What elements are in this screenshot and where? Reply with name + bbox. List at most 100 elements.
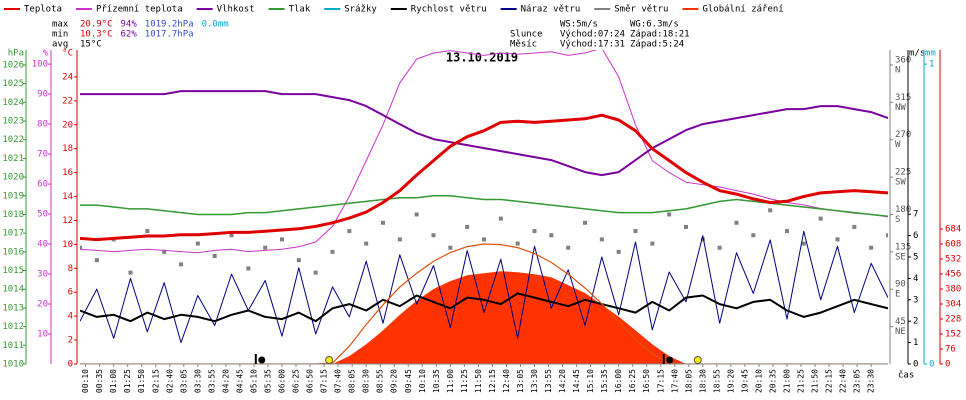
x-tick-label: 00:35 (95, 369, 104, 393)
direction-point (347, 229, 352, 234)
direction-point (330, 249, 335, 254)
y-tick-label: 1010 (2, 360, 24, 370)
y-tick-label: 228 (945, 315, 961, 325)
x-tick-label: 05:35 (263, 369, 272, 393)
direction-point (633, 229, 638, 234)
y-tick-label: 45 (895, 317, 906, 327)
direction-point (566, 245, 571, 250)
direction-point (313, 270, 318, 275)
stat-value: 1017.7hPa (145, 30, 194, 40)
direction-point (498, 216, 503, 221)
direction-point (616, 249, 621, 254)
x-tick-label: 16:50 (642, 369, 651, 393)
y-tick-label: 12 (62, 216, 73, 226)
info-text: WS:5m/s (560, 20, 598, 30)
y-tick-label: 50 (37, 210, 48, 220)
x-tick-label: 08:55 (376, 369, 385, 393)
x-tick-label: 21:00 (783, 369, 792, 393)
x-tick-label: 20:35 (768, 369, 777, 393)
axis-unit: °C (62, 49, 73, 59)
stat-value: 1019.2hPa (145, 20, 194, 30)
stat-value: 10.3°C (80, 30, 113, 40)
direction-point (650, 241, 655, 246)
direction-point (583, 220, 587, 225)
direction-point (179, 262, 183, 267)
x-axis-label: čas (898, 370, 914, 381)
x-tick-label: 18:55 (712, 369, 721, 393)
info-text: Východ:17:31 (560, 40, 625, 50)
x-tick-label: 04:20 (221, 369, 230, 393)
legend-label: Srážky (344, 5, 377, 15)
x-tick-label: 21:50 (811, 369, 820, 393)
y-tick-label: 1014 (2, 285, 24, 295)
radiation-area (80, 271, 888, 364)
y-tick-label: 7 (913, 210, 918, 220)
legend-label: Přízemní teplota (96, 5, 183, 15)
x-tick-label: 15:10 (586, 369, 595, 393)
compass-label: NW (895, 103, 906, 113)
y-tick-label: 456 (945, 270, 961, 280)
y-tick-label: 18 (62, 144, 73, 154)
info-text: Západ:18:21 (630, 30, 690, 40)
x-tick-label: 16:00 (614, 369, 623, 393)
direction-point (397, 237, 402, 242)
stat-value: 0.0mm (202, 20, 229, 30)
y-tick-label: 1026 (2, 60, 24, 70)
series-line (80, 292, 888, 323)
direction-point (94, 258, 99, 263)
series-line (80, 50, 888, 254)
x-tick-label: 17:40 (670, 369, 679, 393)
legend-label: Směr větru (614, 5, 668, 15)
y-tick-label: 90 (37, 90, 48, 100)
x-tick-label: 23:30 (867, 369, 876, 393)
x-tick-label: 00:10 (81, 369, 90, 393)
y-tick-label: 1015 (2, 266, 24, 276)
compass-label: W (895, 140, 901, 150)
y-tick-label: 380 (945, 285, 961, 295)
chart-title: 13.10.2019 (446, 51, 518, 65)
y-tick-label: 60 (37, 180, 48, 190)
y-tick-label: 8 (68, 264, 73, 274)
direction-point (751, 233, 756, 238)
y-tick-label: 1016 (2, 247, 24, 257)
compass-label: SE (895, 252, 906, 262)
y-tick-label: 16 (62, 168, 73, 178)
direction-point (145, 229, 150, 234)
direction-point (734, 220, 739, 225)
direction-point (229, 233, 234, 238)
y-tick-label: 1024 (2, 98, 24, 108)
direction-point (886, 233, 888, 238)
x-tick-label: 07:40 (334, 369, 343, 393)
y-tick-label: 100 (32, 60, 48, 70)
y-tick-label: 1021 (2, 154, 24, 164)
direction-point (296, 258, 301, 263)
plot-area (80, 50, 888, 364)
y-tick-label: 1019 (2, 191, 24, 201)
x-tick-label: 11:25 (460, 369, 469, 393)
y-tick-label: 1023 (2, 117, 24, 127)
direction-point (852, 224, 857, 229)
y-tick-label: 70 (37, 150, 48, 160)
sun-marker (325, 356, 334, 364)
sun-marker (693, 356, 702, 364)
x-tick-label: 13:05 (516, 369, 525, 393)
direction-point (195, 241, 200, 246)
x-tick-label: 02:15 (151, 369, 160, 393)
y-tick-label: 1011 (2, 341, 24, 351)
direction-point (280, 237, 284, 242)
y-tick-label: 22 (62, 96, 73, 106)
y-tick-label: 76 (945, 345, 956, 355)
x-tick-label: 08:30 (362, 369, 371, 393)
series-line (80, 230, 888, 344)
y-tick-label: 6 (913, 231, 918, 241)
info-text: Slunce (510, 30, 543, 40)
direction-point (482, 237, 486, 242)
axis-unit: mm (925, 49, 936, 59)
series-line (80, 90, 888, 177)
y-tick-label: 90 (895, 280, 906, 290)
x-tick-label: 15:35 (600, 369, 609, 393)
y-tick-label: 1012 (2, 322, 24, 332)
theoretical-radiation (80, 243, 888, 364)
